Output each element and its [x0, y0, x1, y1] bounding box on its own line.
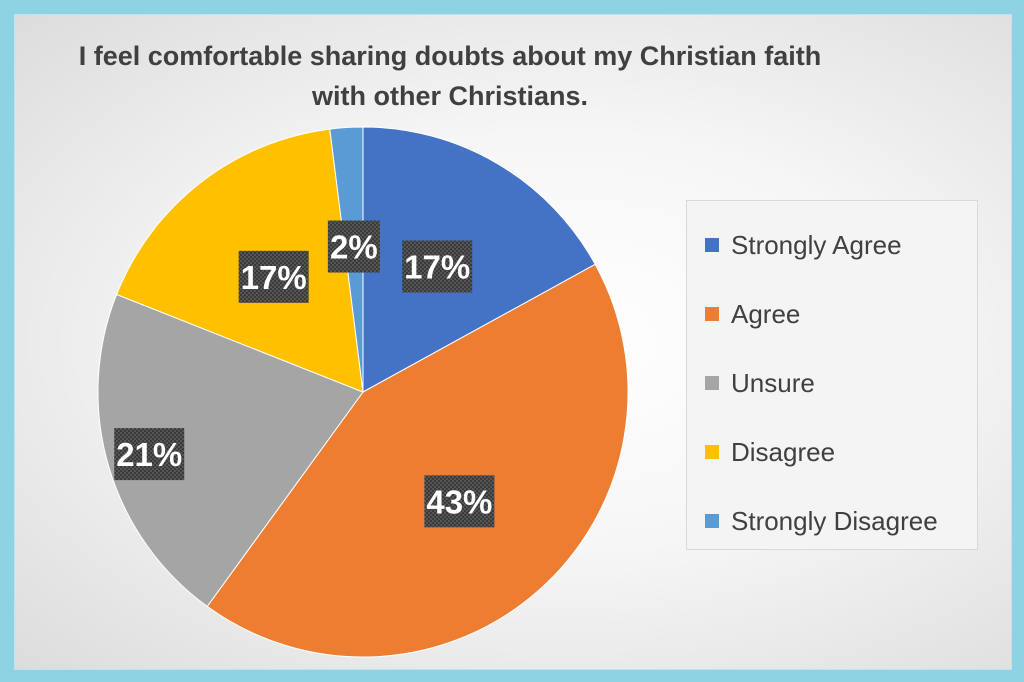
legend-item-unsure: Unsure: [705, 363, 815, 403]
legend-label-disagree: Disagree: [731, 436, 836, 467]
legend-label-unsure: Unsure: [731, 367, 815, 398]
legend-swatch-agree: [705, 307, 719, 321]
pie-slice-unsure: [97, 293, 364, 608]
legend-label-strongly-agree: Strongly Agree: [731, 229, 902, 260]
legend-label-agree: Agree: [731, 298, 801, 329]
chart-title: I feel comfortable sharing doubts about …: [78, 41, 822, 111]
legend-label-strongly-disagree: Strongly Disagree: [731, 505, 938, 536]
data-label-bg-strongly-agree: [402, 240, 473, 293]
data-label-bg-strongly-disagree: [327, 220, 380, 273]
legend-swatch-disagree: [705, 445, 719, 459]
legend-item-disagree: Disagree: [705, 432, 835, 472]
data-label-unsure: 21%: [116, 436, 182, 473]
data-label-strongly-agree: 17%: [404, 249, 470, 286]
legend: Strongly Agree Agree Unsure Disagree Str…: [686, 200, 978, 550]
data-label-agree: 43%: [426, 483, 492, 520]
legend-item-agree: Agree: [705, 294, 800, 334]
data-label-disagree: 17%: [241, 259, 307, 296]
legend-item-strongly-disagree: Strongly Disagree: [705, 501, 938, 541]
data-label-bg-agree: [424, 475, 495, 528]
legend-swatch-unsure: [705, 376, 719, 390]
pie-slice-strongly-agree: [362, 126, 596, 393]
legend-item-strongly-agree: Strongly Agree: [705, 225, 902, 265]
data-label-strongly-disagree: 2%: [330, 229, 378, 266]
legend-swatch-strongly-disagree: [705, 514, 719, 528]
legend-swatch-strongly-agree: [705, 238, 719, 252]
data-label-bg-unsure: [114, 428, 185, 481]
pie-slice-agree: [206, 263, 629, 658]
data-label-bg-disagree: [238, 250, 309, 303]
